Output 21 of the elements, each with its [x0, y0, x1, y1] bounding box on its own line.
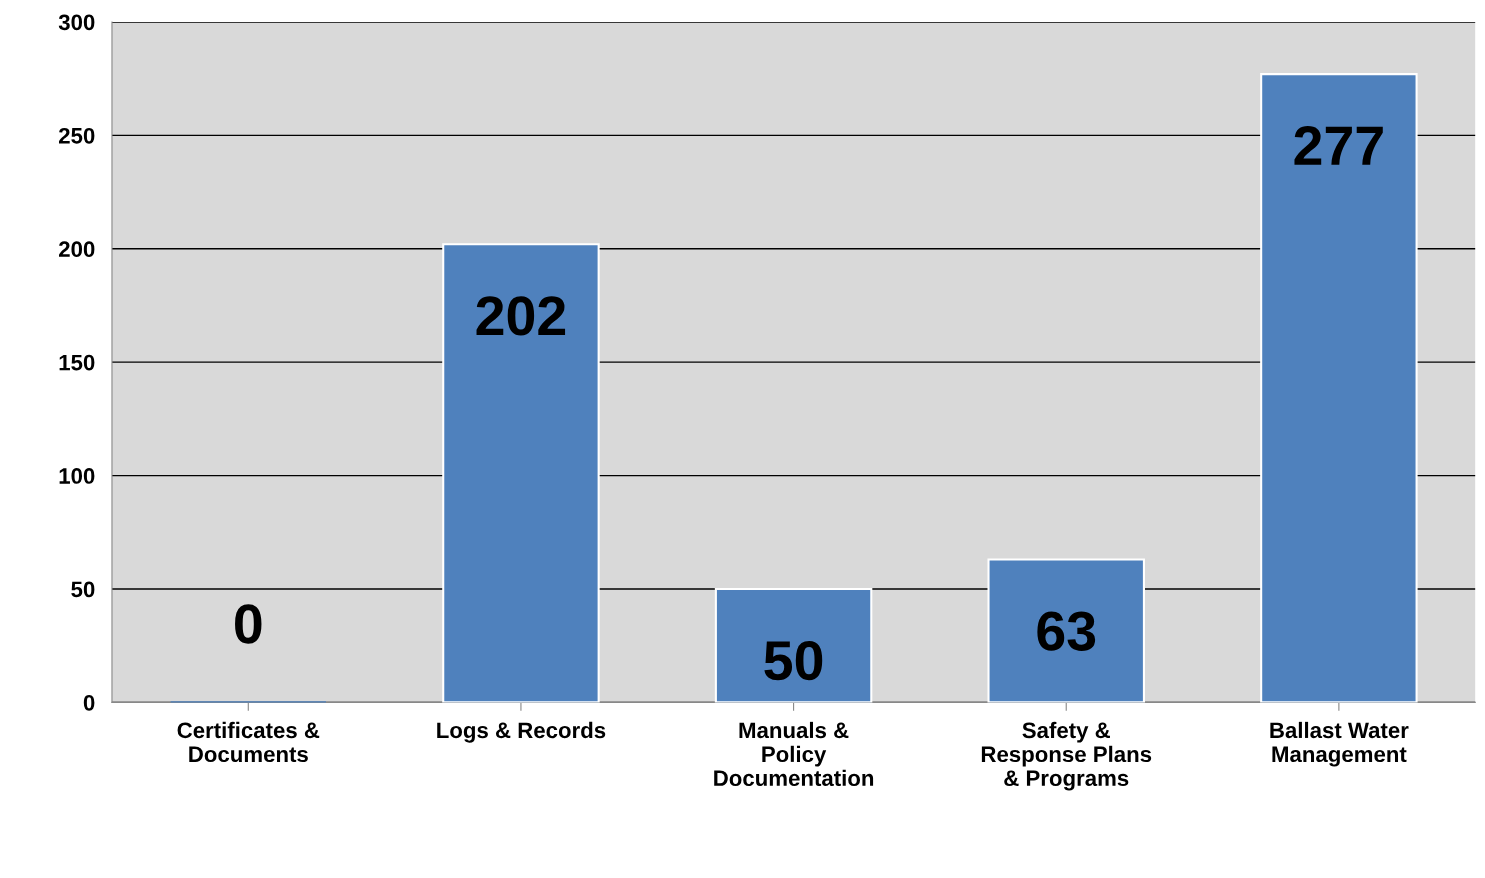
- data-label: 202: [476, 296, 566, 336]
- y-tick-label: 100: [59, 468, 95, 484]
- y-tick-label: 250: [59, 127, 95, 144]
- x-tick-label: Ballast Water Management: [1270, 721, 1409, 767]
- x-tick-label: Safety & Response Plans & Programs: [981, 721, 1152, 791]
- x-tick-label: Logs & Records: [437, 721, 606, 743]
- data-label: 63: [1037, 611, 1096, 651]
- bar: [442, 243, 600, 703]
- bar: [714, 587, 873, 703]
- x-tick-label: Manuals & Policy Documentation: [714, 721, 874, 787]
- data-label: 0: [235, 604, 262, 644]
- bar: [987, 558, 1145, 703]
- data-label: 277: [1294, 126, 1383, 165]
- y-tick-label: 150: [59, 354, 95, 371]
- y-tick-label: 300: [58, 14, 95, 31]
- data-label: 50: [764, 640, 823, 681]
- x-tick-label: Certificates & Documents: [177, 721, 320, 763]
- y-tick-label: 200: [59, 241, 95, 258]
- bar: [1260, 73, 1418, 703]
- y-tick-label: 0: [83, 694, 95, 711]
- y-tick-label: 50: [71, 581, 95, 598]
